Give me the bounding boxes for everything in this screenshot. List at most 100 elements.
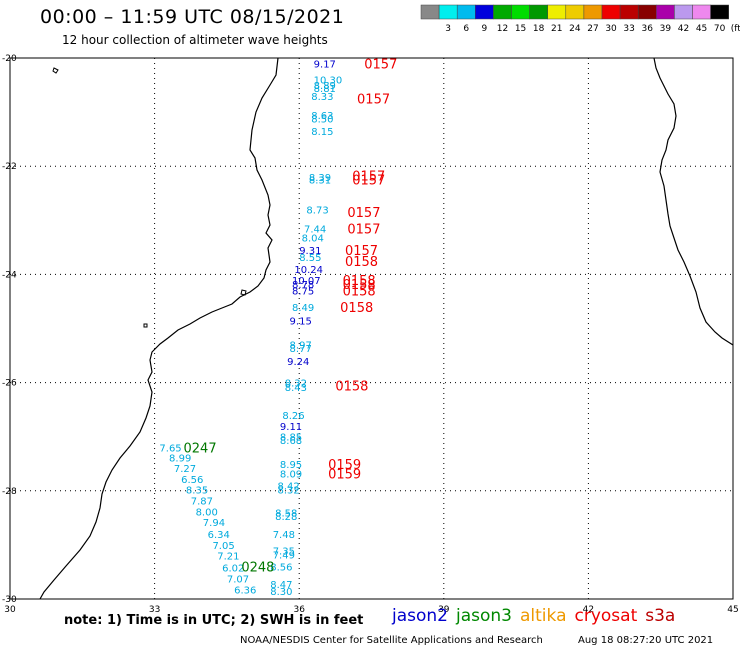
wave-height-value: 8.26: [282, 411, 304, 422]
wave-height-value: 8.55: [299, 253, 321, 264]
pass-time-label: 0157: [347, 206, 380, 221]
wave-height-value: 10.24: [294, 265, 323, 276]
wave-height-value: 10.07: [292, 276, 321, 287]
wave-height-value: 7.48: [273, 530, 295, 541]
lat-tick-label: -26: [2, 379, 17, 389]
pass-time-label: 0158: [343, 285, 376, 300]
lon-tick-label: 42: [583, 605, 594, 615]
wave-height-value: 8.85: [280, 433, 302, 444]
wave-height-value: 7.94: [203, 518, 225, 529]
wave-height-value: 8.35: [186, 486, 208, 497]
wave-height-value: 8.68: [280, 436, 302, 447]
colorbar-tick-label: 18: [533, 24, 545, 34]
wave-height-value: 7.27: [174, 464, 196, 475]
colorbar-tick-label: 36: [642, 24, 654, 34]
wave-height-value: 9.24: [287, 357, 309, 368]
colorbar-tick-label: 3: [445, 24, 451, 34]
wave-height-value: 9.31: [299, 246, 321, 257]
footer-timestamp: Aug 18 08:27:20 UTC 2021: [578, 635, 714, 646]
africa-coastline: [39, 57, 279, 600]
wave-height-value: 8.31: [309, 176, 331, 187]
madagascar-coastline: [653, 57, 734, 346]
wave-height-value: 8.73: [306, 205, 328, 216]
pass-time-label: 0157: [364, 57, 397, 72]
lon-tick-label: 45: [727, 605, 738, 615]
wave-height-value: 7.35: [273, 546, 295, 557]
wave-height-value: 8.49: [292, 303, 314, 314]
lon-tick-label: 36: [293, 605, 305, 615]
pass-time-label: 0158: [343, 278, 376, 293]
island-small-3: [143, 323, 148, 328]
wave-height-value: 6.36: [234, 585, 256, 596]
pass-time-label: 0248: [241, 561, 274, 576]
wave-height-value: 9.15: [290, 316, 312, 327]
wave-height-value: 8.15: [311, 127, 333, 138]
wave-height-value: 6.02: [222, 564, 244, 575]
colorbar-tick-label: 6: [463, 24, 469, 34]
wave-height-value: 8.95: [280, 460, 302, 471]
footer-credit: NOAA/NESDIS Center for Satellite Applica…: [240, 635, 543, 646]
island-small-2: [240, 289, 247, 296]
wave-height-value: 8.42: [278, 481, 300, 492]
colorbar-tick-label: 12: [497, 24, 508, 34]
pass-time-label: 0158: [345, 255, 378, 270]
wave-height-value: 7.05: [212, 541, 234, 552]
wave-height-value: 8.00: [196, 507, 218, 518]
wave-height-value: 8.78: [292, 280, 314, 291]
lat-tick-label: -28: [2, 487, 17, 497]
lat-tick-label: -30: [2, 595, 17, 605]
wave-height-value: 8.39: [309, 173, 331, 184]
coastline: [39, 57, 734, 600]
colorbar-tick-label: 24: [569, 24, 581, 34]
lat-tick-label: -22: [2, 162, 17, 172]
pass-time-label: 0157: [357, 93, 390, 108]
pass-time-label: 0157: [352, 174, 385, 189]
colorbar-tick-label: 30: [605, 24, 617, 34]
legend-entry-jason2: jason2: [392, 606, 448, 626]
wave-height-value: 7.49: [273, 551, 295, 562]
wave-height-value: 8.43: [285, 383, 307, 394]
lon-tick-label: 33: [149, 605, 160, 615]
colorbar-tick-label: 15: [515, 24, 526, 34]
colorbar-tick-label: 45: [696, 24, 707, 34]
map-frame: [9, 57, 734, 600]
colorbar-tick-label: 9: [481, 24, 487, 34]
pass-time-label: 0247: [184, 442, 217, 457]
pass-time-label: 0157: [352, 169, 385, 184]
wave-height-value: 8.56: [270, 563, 292, 574]
wave-height-value: 8.63: [311, 111, 333, 122]
axis-tick-labels: 30 33 36 39 42 45 -20 -22 -24 -26 -28 -30: [2, 54, 739, 615]
colorbar-tick-label: 39: [660, 24, 672, 34]
colorbar-tick-label: 27: [587, 24, 598, 34]
footer-note: note: 1) Time is in UTC; 2) SWH is in fe…: [64, 613, 364, 628]
wave-height-value: 8.99: [169, 453, 191, 464]
wave-height-value: 8.50: [311, 115, 333, 126]
wave-height-value: 7.65: [159, 444, 181, 455]
wave-height-value: 6.34: [208, 530, 230, 541]
pass-time-label: 0158: [335, 379, 368, 394]
wave-height-value: 8.58: [275, 508, 297, 519]
map-subtitle: 12 hour collection of altimeter wave hei…: [62, 33, 328, 47]
pass-time-label: 0159: [328, 467, 361, 482]
wave-height-value: 8.33: [311, 92, 333, 103]
colorbar-tick-label: 21: [551, 24, 562, 34]
lat-tick-label: -24: [2, 270, 17, 280]
wave-height-value: 7.21: [217, 552, 239, 563]
pass-time-label: 0159: [328, 458, 361, 473]
colorbar-unit: (ft): [731, 24, 740, 34]
wave-height-value: 7.44: [304, 224, 326, 235]
lon-tick-label: 30: [4, 605, 16, 615]
wave-height-value: 8.04: [302, 234, 324, 245]
satellite-legend: jason2 jason3 altika cryosat s3a: [392, 606, 683, 626]
legend-entry-cryosat: cryosat: [574, 606, 638, 626]
map-title: 00:00 – 11:59 UTC 08/15/2021: [40, 6, 345, 28]
wave-height-value: 8.75: [292, 287, 314, 298]
map-grid: [9, 57, 734, 600]
wave-height-value: 9.17: [314, 59, 336, 70]
wave-height-value: 6.56: [181, 475, 203, 486]
lon-tick-label: 39: [438, 605, 450, 615]
colorbar-tick-label: 42: [678, 24, 689, 34]
colorbar-tick-label: 70: [714, 24, 726, 34]
wave-height-value: 7.87: [191, 497, 213, 508]
